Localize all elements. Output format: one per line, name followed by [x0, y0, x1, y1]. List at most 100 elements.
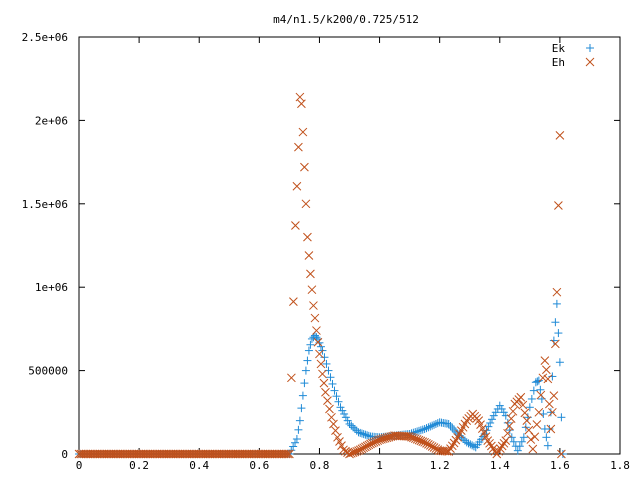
data-point — [329, 419, 338, 429]
data-point — [349, 423, 358, 432]
data-point — [466, 440, 475, 449]
data-point — [292, 181, 302, 191]
data-point — [492, 449, 502, 459]
data-point — [519, 433, 528, 442]
data-point — [289, 442, 298, 451]
data-point — [431, 419, 440, 428]
data-point — [361, 430, 370, 439]
data-point — [291, 438, 300, 447]
data-point — [529, 386, 538, 395]
data-point — [496, 444, 505, 454]
data-point — [551, 318, 560, 327]
data-point — [501, 436, 511, 446]
data-point — [307, 285, 317, 295]
data-point — [403, 432, 413, 441]
data-point — [323, 396, 332, 405]
data-point — [354, 428, 363, 437]
data-point — [411, 428, 420, 437]
data-point — [294, 425, 303, 434]
data-point — [340, 409, 349, 418]
data-point — [318, 369, 327, 379]
data-point — [303, 232, 312, 242]
chart-title: m4/n1.5/k200/0.725/512 — [273, 13, 419, 26]
data-point — [304, 251, 314, 260]
data-point — [548, 407, 557, 417]
x-tick-label: 1 — [376, 459, 383, 472]
data-point — [357, 429, 366, 438]
data-point — [297, 99, 306, 109]
data-point — [449, 438, 459, 448]
data-point — [522, 416, 532, 425]
data-point — [420, 424, 429, 433]
data-point — [518, 400, 528, 410]
data-point — [536, 390, 546, 400]
data-point — [333, 432, 342, 442]
data-point — [546, 424, 556, 434]
data-point — [295, 416, 304, 425]
legend: Ek Eh — [552, 42, 595, 69]
data-point — [426, 422, 435, 431]
data-point — [459, 434, 468, 443]
data-point — [533, 377, 542, 386]
data-point — [283, 449, 292, 459]
data-point — [359, 430, 368, 439]
x-tick-label: 1.6 — [550, 459, 570, 472]
data-point — [503, 418, 512, 427]
data-point — [542, 365, 551, 375]
data-point — [303, 356, 312, 365]
data-point — [551, 339, 560, 349]
data-point — [555, 358, 564, 367]
data-point — [484, 422, 493, 431]
data-point — [546, 408, 555, 417]
x-tick-label: 1.2 — [430, 459, 450, 472]
data-point — [347, 421, 356, 430]
x-tick-label: 0.2 — [129, 459, 149, 472]
data-point — [515, 442, 524, 451]
data-point — [497, 404, 506, 413]
data-point — [316, 359, 326, 369]
data-point — [555, 131, 565, 140]
data-point — [440, 446, 450, 456]
data-point — [549, 336, 558, 345]
data-point — [301, 366, 310, 375]
data-point — [525, 403, 534, 412]
data-point — [363, 431, 372, 440]
data-point — [520, 408, 530, 418]
data-point — [483, 436, 493, 446]
data-point — [287, 373, 296, 383]
data-point — [543, 441, 552, 450]
data-point — [491, 408, 500, 417]
data-point — [499, 408, 508, 417]
data-point — [418, 425, 427, 434]
data-point — [332, 392, 341, 401]
data-point — [495, 401, 504, 410]
data-point — [545, 424, 554, 433]
data-point — [451, 427, 460, 436]
data-point — [338, 406, 347, 415]
data-point — [301, 199, 311, 209]
data-point — [430, 420, 439, 429]
data-point — [503, 428, 512, 438]
data-point — [543, 374, 553, 384]
data-point — [494, 446, 503, 456]
data-point — [557, 413, 566, 422]
data-point — [289, 297, 298, 307]
data-point — [295, 92, 305, 102]
data-point — [468, 441, 477, 450]
data-point — [534, 376, 543, 385]
data-point — [490, 446, 500, 456]
legend-marker-eh — [585, 57, 595, 67]
data-point — [292, 434, 301, 443]
data-point — [464, 439, 473, 448]
data-point — [424, 423, 433, 432]
axes: 0 0.2 0.4 0.6 0.8 1 1.2 1.4 1.6 1.8 0 500000 1e+06 1.… — [22, 31, 630, 472]
y-tick-label: 500000 — [28, 365, 68, 378]
data-point — [450, 425, 459, 434]
data-point — [356, 428, 365, 437]
data-point — [316, 342, 325, 351]
data-point — [341, 413, 350, 422]
data-point — [505, 426, 514, 435]
x-tick-label: 0 — [76, 459, 83, 472]
data-point — [536, 385, 545, 394]
